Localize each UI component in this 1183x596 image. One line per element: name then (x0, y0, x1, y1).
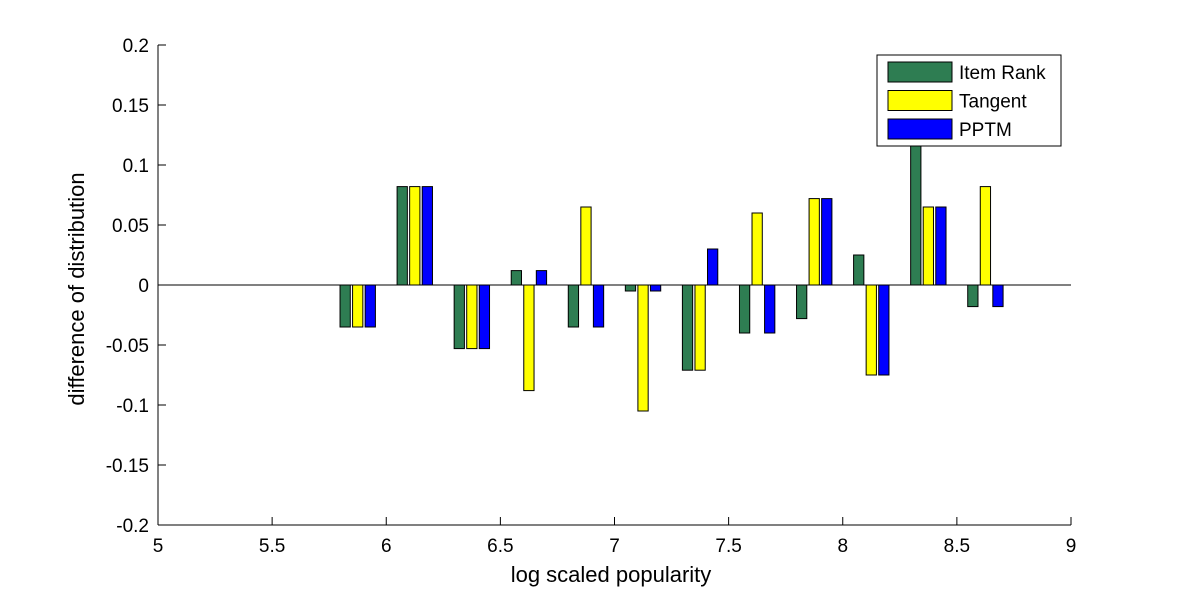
bar-item-rank (567, 284, 580, 328)
bar-tangent (580, 206, 592, 286)
bar-tangent (808, 198, 820, 286)
bar-item-rank (453, 284, 465, 350)
y-tick-label: -0.05 (106, 336, 149, 357)
legend-swatch-item-rank (887, 61, 953, 83)
bar-pptm (535, 270, 548, 286)
y-tick-label: -0.15 (106, 456, 149, 477)
legend-label-tangent: Tangent (959, 92, 1027, 113)
x-tick-label: 7 (609, 536, 620, 557)
bar-pptm (364, 284, 376, 328)
x-tick-label: 6.5 (487, 536, 513, 557)
y-tick-label: -0.2 (116, 516, 149, 537)
bar-item-rank (796, 284, 808, 320)
bar-pptm (592, 284, 605, 328)
y-tick-label: 0.15 (112, 96, 149, 117)
bar-item-rank (510, 270, 522, 286)
bar-item-rank (681, 284, 694, 371)
x-tick-label: 5 (153, 536, 164, 557)
x-axis-label: log scaled popularity (511, 562, 712, 587)
x-tick-label: 5.5 (259, 536, 285, 557)
x-tick-label: 8 (837, 536, 848, 557)
x-tick-label: 7.5 (715, 536, 741, 557)
x-tick-label: 6 (381, 536, 392, 557)
bar-tangent (466, 284, 478, 350)
bar-tangent (751, 212, 763, 286)
y-tick-label: 0.1 (123, 156, 149, 177)
bar-tangent (352, 284, 364, 328)
y-tick-label: 0.2 (123, 36, 149, 57)
bar-pptm (935, 206, 947, 286)
legend-label-pptm: PPTM (959, 120, 1012, 141)
bar-tangent (694, 284, 706, 371)
bar-item-rank (396, 186, 408, 286)
bar-pptm (764, 284, 776, 334)
bar-pptm (478, 284, 491, 350)
bar-tangent (865, 284, 877, 376)
bar-item-rank (738, 284, 751, 334)
legend-swatch-tangent (887, 90, 953, 111)
legend-label-item-rank: Item Rank (959, 63, 1046, 84)
x-tick-label: 9 (1066, 536, 1077, 557)
bar-pptm (649, 284, 662, 292)
bar-tangent (637, 284, 649, 412)
y-axis-label: difference of distribution (64, 172, 89, 405)
y-tick-label: 0.05 (112, 216, 149, 237)
legend-swatch-pptm (887, 118, 953, 140)
bar-pptm (707, 248, 719, 286)
axes-layer: -0.2 -0.15 -0.1 -0.05 0 0.05 0.1 0.15 0.2 5 5.5 6 6.… (106, 36, 1077, 557)
bar-item-rank (910, 142, 922, 286)
bar-item-rank (853, 254, 865, 286)
legend: Item Rank Tangent PPTM (876, 54, 1062, 147)
bars-layer (339, 142, 1004, 412)
bar-tangent (523, 284, 535, 392)
bar-item-rank (624, 284, 637, 292)
bar-tangent (979, 186, 992, 286)
bar-tangent (922, 206, 934, 286)
bar-item-rank (339, 284, 351, 328)
bar-pptm (821, 198, 833, 286)
bar-pptm (992, 284, 1004, 308)
bar-item-rank (967, 284, 979, 308)
bar-pptm (878, 284, 890, 376)
y-tick-label: 0 (138, 276, 149, 297)
x-tick-label: 8.5 (944, 536, 970, 557)
y-tick-label: -0.1 (116, 396, 149, 417)
bar-tangent (409, 186, 421, 286)
bar-pptm (421, 186, 433, 286)
